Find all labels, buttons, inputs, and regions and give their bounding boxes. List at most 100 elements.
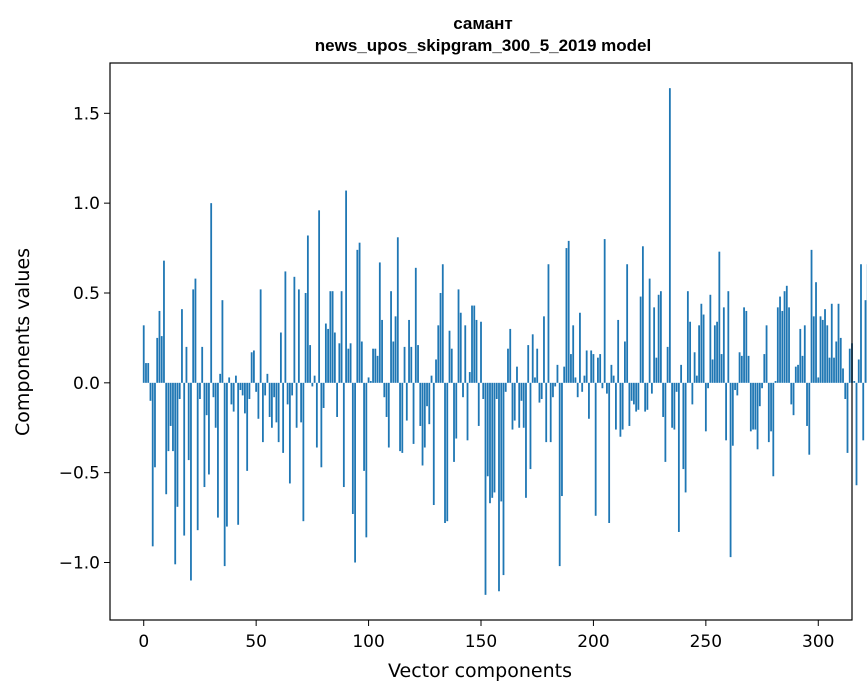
bar xyxy=(331,291,334,383)
bar xyxy=(644,382,647,412)
bar xyxy=(390,291,392,383)
bar xyxy=(466,382,469,441)
bar xyxy=(399,382,401,452)
chart-subtitle: news_upos_skipgram_300_5_2019 model xyxy=(315,36,651,55)
bar xyxy=(747,355,750,383)
bar xyxy=(574,377,577,383)
bar xyxy=(498,382,500,592)
bar xyxy=(743,307,745,383)
bar xyxy=(387,382,390,448)
bar xyxy=(167,382,170,452)
bar xyxy=(441,264,444,383)
bar xyxy=(556,364,559,383)
bar xyxy=(403,346,406,383)
bar xyxy=(203,382,206,488)
bar xyxy=(156,337,159,383)
bar xyxy=(833,357,835,383)
bar xyxy=(785,285,788,383)
bar xyxy=(381,319,383,383)
bar xyxy=(821,319,824,383)
bar xyxy=(522,382,525,428)
bar xyxy=(264,382,267,396)
bar xyxy=(205,382,208,416)
bar xyxy=(502,382,505,576)
bar xyxy=(430,375,433,383)
bar xyxy=(835,341,838,383)
bar xyxy=(761,382,763,389)
bar xyxy=(781,310,784,383)
bar xyxy=(471,305,473,383)
bar xyxy=(594,382,597,516)
bar xyxy=(558,382,561,567)
bar xyxy=(437,325,440,383)
bar xyxy=(163,260,165,383)
bar xyxy=(149,382,152,401)
bar xyxy=(729,382,732,558)
x-tick-label: 50 xyxy=(245,632,267,652)
bar xyxy=(439,292,442,383)
bar xyxy=(448,330,451,383)
bar xyxy=(412,382,415,444)
bar xyxy=(603,239,606,383)
bar xyxy=(549,382,552,443)
y-tick-label: −0.5 xyxy=(59,464,100,484)
bar xyxy=(722,307,725,383)
bar xyxy=(444,382,446,523)
bar xyxy=(707,382,709,389)
bar xyxy=(680,364,683,383)
bar xyxy=(518,382,521,428)
bar xyxy=(540,382,543,399)
x-tick-label: 200 xyxy=(577,632,609,652)
bar xyxy=(691,382,694,405)
bar xyxy=(641,246,644,383)
bar xyxy=(817,377,820,383)
bar xyxy=(219,373,222,383)
bar xyxy=(855,382,858,486)
bar xyxy=(682,382,685,470)
bar xyxy=(419,382,422,426)
bar xyxy=(716,321,718,383)
bar xyxy=(315,382,318,448)
bar xyxy=(770,382,772,432)
bar xyxy=(151,382,154,547)
bar xyxy=(338,343,341,383)
bar xyxy=(459,312,462,383)
bar xyxy=(668,88,671,383)
bar xyxy=(374,348,377,383)
bar xyxy=(495,382,498,399)
bar xyxy=(320,382,323,468)
bar xyxy=(396,237,399,383)
x-tick-label: 300 xyxy=(802,632,834,652)
bar xyxy=(599,354,602,383)
bar xyxy=(772,382,775,477)
bar xyxy=(561,382,563,497)
bar xyxy=(738,352,741,383)
bar xyxy=(223,382,226,567)
bar xyxy=(493,382,496,493)
x-tick-label: 250 xyxy=(690,632,722,652)
bar xyxy=(482,382,485,399)
bar xyxy=(486,382,489,477)
bar xyxy=(810,249,813,383)
bar xyxy=(545,382,548,443)
bar xyxy=(273,382,276,398)
bar xyxy=(585,350,588,383)
bar xyxy=(450,348,453,383)
x-axis-label: Vector components xyxy=(388,660,572,682)
bar xyxy=(815,282,817,383)
bar xyxy=(230,382,233,405)
bar xyxy=(169,382,172,426)
bar xyxy=(160,336,163,383)
x-tick-label: 0 xyxy=(138,632,149,652)
bar xyxy=(295,382,298,428)
bar xyxy=(713,325,716,383)
bar xyxy=(306,235,309,383)
bar xyxy=(385,382,388,417)
bar xyxy=(181,309,183,383)
bar xyxy=(758,382,761,407)
y-axis-ticks: −1.0 −0.5 0.0 0.5 1.0 1.5 xyxy=(59,104,110,574)
bar xyxy=(842,368,844,383)
y-tick-label: 1.5 xyxy=(73,104,100,124)
bar xyxy=(727,291,730,383)
